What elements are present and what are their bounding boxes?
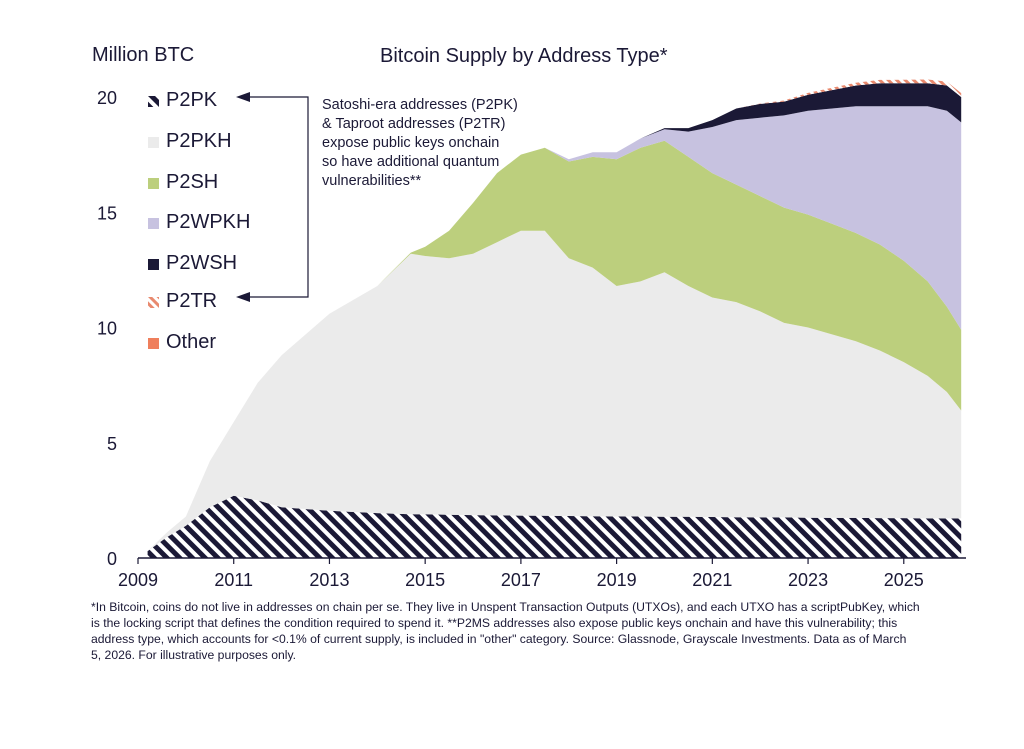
area-p2wpkh [147, 106, 962, 552]
y-tick-label: 15 [97, 203, 117, 223]
legend-label-p2wpkh: P2WPKH [166, 211, 251, 233]
x-tick-label: 2015 [405, 570, 445, 590]
annotation-line: so have additional quantum [322, 154, 500, 170]
legend-swatch-p2sh [148, 178, 159, 189]
y-tick-label: 5 [107, 434, 117, 454]
x-tick-label: 2019 [597, 570, 637, 590]
footnote-line: 5, 2026. For illustrative purposes only. [91, 648, 297, 662]
y-axis-label: Million BTC [92, 44, 195, 66]
annotation-text: Satoshi-era addresses (P2PK) & Taproot a… [322, 96, 557, 191]
x-tick-label: 2021 [692, 570, 732, 590]
legend-swatch-p2pk [148, 96, 159, 107]
footnote-line: is the locking script that defines the c… [91, 616, 898, 630]
annotation-line: Satoshi-era addresses (P2PK) [322, 97, 518, 113]
y-tick-label: 10 [97, 319, 117, 339]
connector-arrowhead [236, 292, 250, 302]
legend-label-other: Other [166, 331, 217, 353]
footnote-line: *In Bitcoin, coins do not live in addres… [91, 600, 920, 614]
x-tick-label: 2009 [118, 570, 158, 590]
connector-arrowhead [236, 92, 250, 102]
y-tick-label: 20 [97, 88, 117, 108]
annotation-line: vulnerabilities** [322, 173, 422, 189]
legend-swatch-p2pkh [148, 137, 159, 148]
legend-label-p2wsh: P2WSH [166, 252, 238, 274]
legend-swatch-p2wpkh [148, 218, 159, 229]
legend-label-p2tr: P2TR [166, 290, 218, 312]
area-layers [147, 79, 962, 558]
footnote: *In Bitcoin, coins do not live in addres… [91, 599, 1001, 663]
legend-label-p2pkh: P2PKH [166, 130, 232, 152]
legend-swatch-other [148, 338, 159, 349]
x-tick-label: 2011 [214, 570, 253, 590]
connector-bracket [248, 96, 309, 298]
x-tick-label: 2025 [884, 570, 924, 590]
footnote-line: address type, which accounts for <0.1% o… [91, 632, 907, 646]
area-p2pkh [147, 230, 962, 552]
legend-label-p2pk: P2PK [166, 89, 218, 111]
legend-swatch-p2tr [148, 297, 159, 308]
legend-label-p2sh: P2SH [166, 171, 219, 193]
x-tick-label: 2023 [788, 570, 828, 590]
area-p2sh [147, 140, 962, 552]
x-tick-label: 2017 [501, 570, 541, 590]
area-p2pk [147, 495, 962, 558]
axes: 2009 2011 2013 2015 2017 2019 2021 2023 20250510… [97, 88, 966, 590]
annotation-connector [236, 92, 309, 302]
chart-title: Bitcoin Supply by Address Type* [380, 45, 668, 67]
y-tick-label: 0 [107, 549, 117, 569]
annotation-line: expose public keys onchain [322, 135, 500, 151]
annotation-line: & Taproot addresses (P2TR) [322, 116, 506, 132]
x-tick-label: 2013 [309, 570, 349, 590]
legend-swatch-p2wsh [148, 259, 159, 270]
